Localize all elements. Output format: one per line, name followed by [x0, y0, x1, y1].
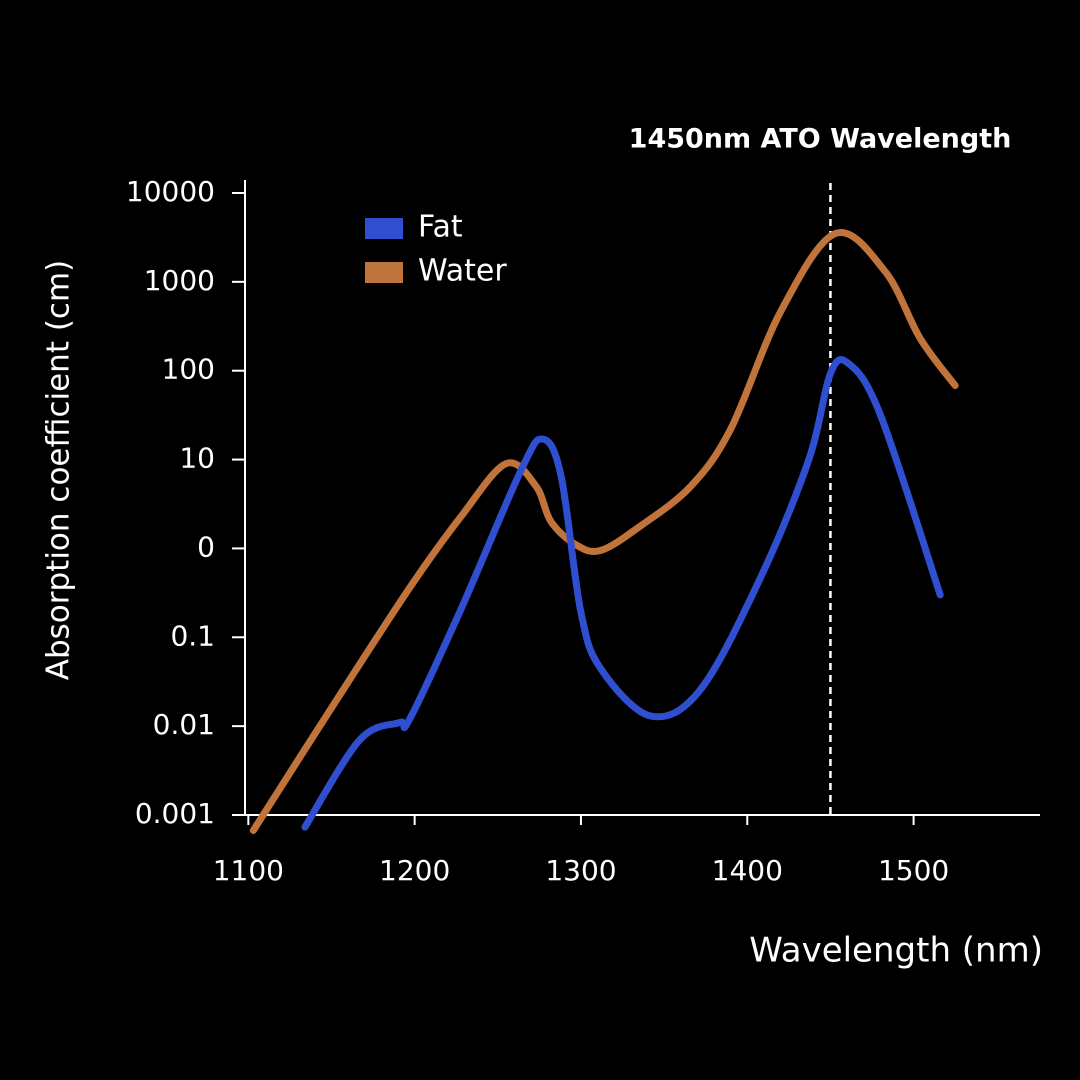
- annotation: 1450nm ATO Wavelength: [629, 124, 1012, 155]
- y-axis-label: Absorption coefficient (cm): [41, 260, 77, 681]
- y-tick-label: 1000: [144, 264, 215, 297]
- y-tick-label: 10: [179, 442, 215, 475]
- x-tick-label: 1100: [213, 854, 284, 887]
- y-tick-label: 0.001: [135, 797, 215, 830]
- series-line: [301, 356, 944, 831]
- x-tick-label: 1500: [878, 854, 949, 887]
- y-tick-label: 0: [197, 530, 215, 563]
- y-tick-label: 100: [162, 353, 215, 386]
- series-line: [249, 229, 959, 834]
- x-axis-label: Wavelength (nm): [749, 931, 1043, 971]
- y-tick-label: 0.1: [170, 619, 215, 652]
- legend-label: Water: [418, 254, 507, 289]
- legend-swatch: [365, 262, 403, 283]
- x-tick-label: 1200: [379, 854, 450, 887]
- legend-label: Fat: [418, 210, 463, 245]
- legend-swatch: [365, 218, 403, 239]
- x-tick-label: 1300: [545, 854, 616, 887]
- y-tick-label: 10000: [126, 175, 215, 208]
- x-tick-label: 1400: [712, 854, 783, 887]
- y-tick-label: 0.01: [153, 708, 215, 741]
